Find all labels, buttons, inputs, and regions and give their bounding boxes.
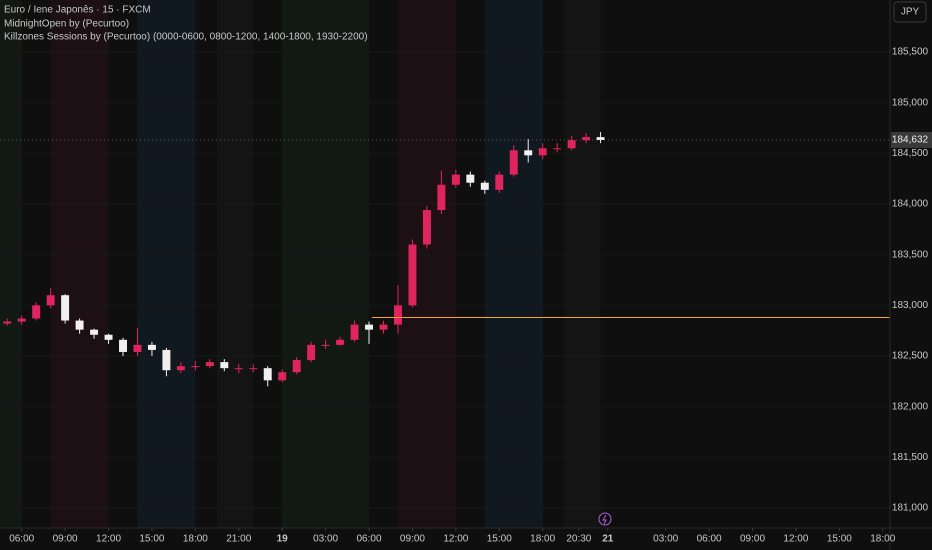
indicator-label: MidnightOpen by (Pecurtoo)	[4, 19, 129, 30]
x-tick-label: 18:00	[530, 534, 555, 545]
x-tick-label: 15:00	[139, 534, 164, 545]
candle-body	[176, 366, 185, 371]
candle-body	[379, 324, 388, 330]
x-tick-label: 09:00	[400, 534, 425, 545]
candle-body	[524, 150, 533, 156]
candle-body	[263, 368, 272, 381]
candle-body	[567, 140, 576, 149]
candle-body	[191, 366, 200, 368]
currency-label[interactable]: JPY	[901, 7, 920, 18]
session-band	[137, 0, 196, 528]
x-tick-label: 06:00	[357, 534, 382, 545]
candle-body	[466, 174, 475, 183]
session-band	[564, 0, 601, 528]
event-icon-bolt	[602, 514, 607, 525]
x-tick-label: 19	[277, 534, 289, 545]
candle-body	[437, 184, 446, 211]
candle-body	[147, 344, 156, 350]
candle-body	[90, 329, 99, 335]
candle-body	[365, 324, 374, 330]
candle-body	[422, 210, 431, 245]
candle-body	[350, 324, 359, 340]
candle-body	[205, 362, 214, 367]
candle-body	[495, 174, 504, 190]
last-price-label: 184,632	[892, 135, 929, 146]
y-tick-label: 184,500	[892, 148, 929, 159]
x-tick-label: 21:00	[226, 534, 251, 545]
session-bands	[0, 0, 890, 528]
x-tick-label: 18:00	[183, 534, 208, 545]
candle-body	[104, 334, 113, 340]
candle-body	[278, 372, 287, 381]
y-tick-label: 182,500	[892, 351, 929, 362]
y-tick-label: 185,500	[892, 47, 929, 58]
x-tick-label: 09:00	[53, 534, 78, 545]
candle-body	[220, 362, 229, 369]
x-tick-label: 03:00	[653, 534, 678, 545]
y-tick-label: 185,000	[892, 97, 929, 108]
candle-body	[133, 344, 142, 352]
x-tick-label: 18:00	[870, 534, 895, 545]
candle-body	[596, 137, 605, 140]
candle-body	[17, 318, 26, 322]
candle-body	[162, 349, 171, 371]
candle-body	[307, 344, 316, 361]
session-band	[50, 0, 109, 528]
candle-body	[336, 339, 345, 345]
candle-body	[32, 305, 41, 319]
currency-button[interactable]	[893, 1, 927, 23]
candle-body	[119, 339, 127, 352]
x-tick-label: 03:00	[313, 534, 338, 545]
event-icon[interactable]	[598, 512, 612, 526]
indicator-label: Killzones Sessions by (Pecurtoo) (0000-0…	[4, 32, 368, 43]
y-tick-label: 184,000	[892, 199, 929, 210]
candle-body	[393, 305, 402, 325]
x-tick-label: 21	[602, 534, 614, 545]
y-tick-label: 181,500	[892, 452, 929, 463]
session-band	[0, 0, 22, 528]
candle-body	[408, 244, 417, 306]
candle-body	[46, 295, 55, 306]
x-tick-label: 06:00	[9, 534, 34, 545]
candle-body	[582, 137, 591, 141]
chart-title: Euro / Iene Japonês · 15 · FXCM	[4, 5, 151, 16]
x-tick-label: 09:00	[740, 534, 765, 545]
candle-body	[451, 174, 460, 185]
x-tick-label: 15:00	[827, 534, 852, 545]
y-tick-label: 181,000	[892, 503, 929, 514]
x-tick-label: 15:00	[487, 534, 512, 545]
y-tick-label: 183,500	[892, 249, 929, 260]
x-tick-label: 12:00	[783, 534, 808, 545]
x-tick-label: 12:00	[96, 534, 121, 545]
candle-body	[3, 321, 12, 324]
candle-body	[553, 148, 562, 150]
candle-body	[509, 150, 518, 175]
candle-body	[249, 368, 258, 370]
plot	[3, 132, 890, 387]
candle-body	[61, 295, 70, 321]
y-tick-label: 182,000	[892, 401, 929, 412]
x-tick-label: 06:00	[697, 534, 722, 545]
session-band	[282, 0, 370, 528]
last-price-box	[891, 131, 932, 148]
session-band	[397, 0, 456, 528]
session-band	[217, 0, 254, 528]
candle-body	[538, 148, 547, 156]
session-band	[484, 0, 543, 528]
candle-body	[234, 368, 243, 370]
candle-body	[321, 344, 330, 346]
candle-body	[292, 360, 301, 373]
candle-body	[480, 182, 489, 190]
y-tick-label: 183,000	[892, 300, 929, 311]
candle-body	[75, 320, 84, 330]
x-tick-label: 12:00	[443, 534, 468, 545]
x-tick-label: 20:30	[566, 534, 591, 545]
